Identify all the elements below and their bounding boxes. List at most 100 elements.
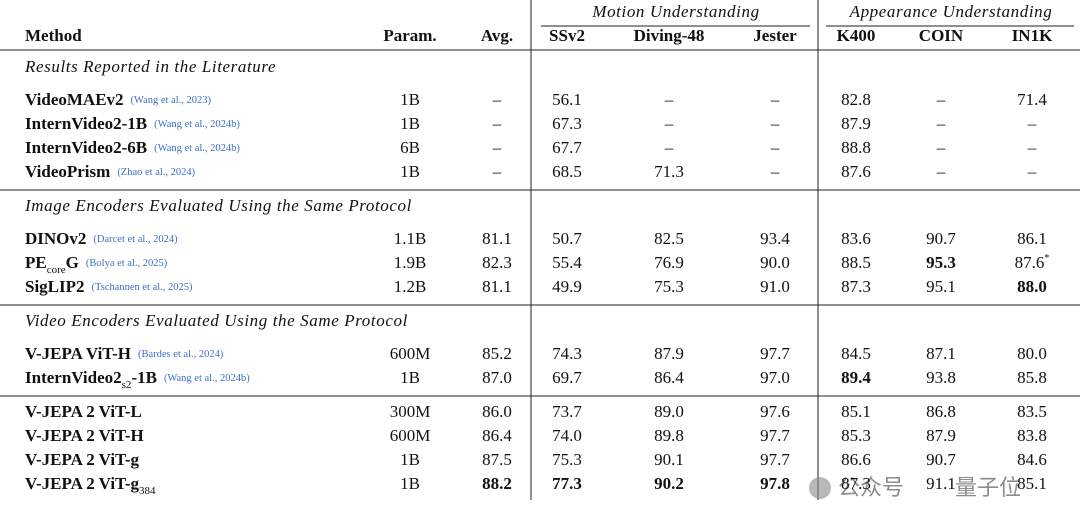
cell: 67.7 xyxy=(552,138,582,157)
cell: 81.1 xyxy=(482,229,512,248)
method-part: -1B xyxy=(131,368,157,387)
cell: 76.9 xyxy=(654,253,684,272)
cell: – xyxy=(936,90,946,109)
cell: 1B xyxy=(400,114,420,133)
cell: 97.6 xyxy=(760,402,790,421)
cell: 1.9B xyxy=(394,253,427,272)
cell: 71.4 xyxy=(1017,90,1047,109)
method-part: V-JEPA 2 ViT-L xyxy=(25,402,142,421)
cell: 87.3 xyxy=(841,277,871,296)
cell: 89.4 xyxy=(841,368,871,387)
method: V-JEPA 2 ViT-L xyxy=(25,402,142,421)
cell: 75.3 xyxy=(552,450,582,469)
cell: 87.0 xyxy=(482,368,512,387)
method: InternVideo2-6B (Wang et al., 2024b) xyxy=(25,138,240,157)
column-header: Jester xyxy=(753,26,797,45)
cell: 83.8 xyxy=(1017,426,1047,445)
cell: 97.8 xyxy=(760,474,790,493)
method-part: PE xyxy=(25,253,47,272)
cell: 85.8 xyxy=(1017,368,1047,387)
cell: – xyxy=(492,114,502,133)
section-title: Results Reported in the Literature xyxy=(24,57,276,76)
group-header: Appearance Understanding xyxy=(849,2,1053,21)
cell: 1B xyxy=(400,162,420,181)
cell-value: 87.6 xyxy=(1015,253,1045,272)
method-part: VideoPrism xyxy=(25,162,110,181)
cell: 86.4 xyxy=(482,426,512,445)
citation: (Tschannen et al., 2025) xyxy=(92,282,194,293)
cell: 74.0 xyxy=(552,426,582,445)
group-header: Motion Understanding xyxy=(591,2,759,21)
cell: 86.0 xyxy=(482,402,512,421)
cell: 87.9 xyxy=(654,344,684,363)
cell: 90.7 xyxy=(926,229,956,248)
cell: – xyxy=(770,114,780,133)
cell: – xyxy=(1027,162,1037,181)
cell: – xyxy=(664,114,674,133)
cell: – xyxy=(664,138,674,157)
cell: 82.8 xyxy=(841,90,871,109)
cell: 83.6 xyxy=(841,229,871,248)
method-part: V-JEPA ViT-H xyxy=(25,344,131,363)
citation: (Zhao et al., 2024) xyxy=(117,167,195,178)
cell: 75.3 xyxy=(654,277,684,296)
cell: 56.1 xyxy=(552,90,582,109)
cell: – xyxy=(1027,138,1037,157)
cell: 85.3 xyxy=(841,426,871,445)
column-header: K400 xyxy=(837,26,876,45)
cell: 74.3 xyxy=(552,344,582,363)
method: DINOv2 (Darcet et al., 2024) xyxy=(25,229,178,248)
column-header: Diving-48 xyxy=(634,26,705,45)
cell: 90.2 xyxy=(654,474,684,493)
cell: – xyxy=(770,90,780,109)
method: VideoPrism (Zhao et al., 2024) xyxy=(25,162,196,181)
citation: (Bolya et al., 2025) xyxy=(86,258,168,269)
cell: 77.3 xyxy=(552,474,582,493)
method-part: SigLIP2 xyxy=(25,277,85,296)
cell: 88.0 xyxy=(1017,277,1047,296)
cell: 86.8 xyxy=(926,402,956,421)
cell: 71.3 xyxy=(654,162,684,181)
cell: 1.2B xyxy=(394,277,427,296)
citation: (Wang et al., 2024b) xyxy=(154,143,240,154)
column-header: COIN xyxy=(919,26,964,45)
cell: 97.7 xyxy=(760,344,790,363)
method: PEcoreG (Bolya et al., 2025) xyxy=(25,253,168,276)
cell: – xyxy=(664,90,674,109)
column-header: SSv2 xyxy=(549,26,585,45)
cell: 86.6 xyxy=(841,450,871,469)
cell: – xyxy=(492,138,502,157)
method: VideoMAEv2 (Wang et al., 2023) xyxy=(25,90,212,109)
cell: 87.3 xyxy=(841,474,871,493)
cell: 97.7 xyxy=(760,450,790,469)
method: V-JEPA 2 ViT-H xyxy=(25,426,144,445)
column-header: Avg. xyxy=(481,26,513,45)
cell: 84.5 xyxy=(841,344,871,363)
cell: – xyxy=(492,90,502,109)
cell: – xyxy=(1027,114,1037,133)
column-header: Method xyxy=(25,26,82,45)
cell: 50.7 xyxy=(552,229,582,248)
cell: 93.8 xyxy=(926,368,956,387)
cell: 83.5 xyxy=(1017,402,1047,421)
cell: 600M xyxy=(390,426,431,445)
method: InternVideo2-1B (Wang et al., 2024b) xyxy=(25,114,240,133)
cell: 85.1 xyxy=(1017,474,1047,493)
cell: – xyxy=(936,138,946,157)
cell: 97.0 xyxy=(760,368,790,387)
cell: 90.1 xyxy=(654,450,684,469)
method-part: V-JEPA 2 ViT-H xyxy=(25,426,144,445)
cell: 89.0 xyxy=(654,402,684,421)
cell: 55.4 xyxy=(552,253,582,272)
watermark: 量子位 xyxy=(955,476,1021,501)
cell: 90.0 xyxy=(760,253,790,272)
cell: 87.6 xyxy=(841,162,871,181)
cell: 95.1 xyxy=(926,277,956,296)
citation: (Bardes et al., 2024) xyxy=(138,349,224,360)
cell: – xyxy=(492,162,502,181)
cell: 600M xyxy=(390,344,431,363)
citation: (Wang et al., 2024b) xyxy=(154,119,240,130)
method: InternVideo2s2-1B (Wang et al., 2024b) xyxy=(25,368,250,391)
method-part: s2 xyxy=(122,379,132,391)
